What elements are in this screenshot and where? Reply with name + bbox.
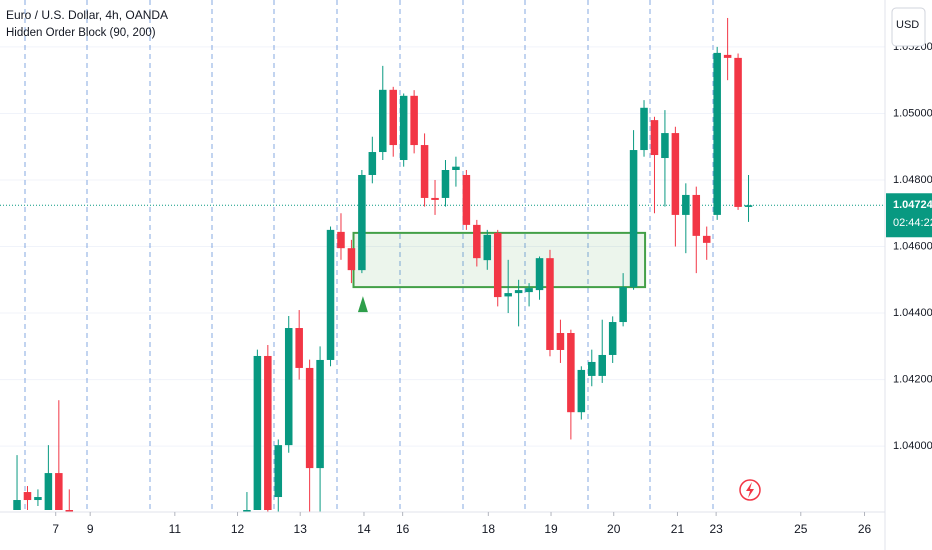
currency-label[interactable]: USD bbox=[896, 19, 919, 31]
indicator-label: Hidden Order Block (90, 200) bbox=[6, 27, 156, 39]
candle-body bbox=[420, 145, 429, 198]
candle-body bbox=[410, 95, 418, 146]
candle-body bbox=[347, 248, 356, 271]
candle-body bbox=[629, 150, 638, 288]
candle-body bbox=[337, 231, 345, 249]
candle-body bbox=[713, 52, 721, 215]
candle-body bbox=[55, 473, 63, 510]
y-tick-label: 1.04600 bbox=[893, 240, 932, 252]
candle-body bbox=[640, 107, 648, 151]
alert-icon[interactable] bbox=[739, 479, 761, 501]
candle-body bbox=[358, 174, 366, 271]
candle-body bbox=[577, 369, 586, 413]
candle-body bbox=[598, 354, 606, 376]
last-price-label: 1.04724 bbox=[893, 199, 932, 211]
candle-body bbox=[734, 57, 742, 207]
y-tick-label: 1.04000 bbox=[893, 440, 932, 452]
candle-body bbox=[399, 95, 408, 161]
countdown-label: 02:44:22 bbox=[893, 217, 932, 229]
candle-body bbox=[650, 120, 659, 156]
x-tick-label: 9 bbox=[87, 522, 94, 536]
candle-body bbox=[619, 287, 627, 323]
candle-body bbox=[661, 133, 669, 159]
y-tick-label: 1.04400 bbox=[893, 307, 932, 319]
candle-body bbox=[264, 355, 272, 510]
candle-body bbox=[441, 170, 450, 198]
x-tick-label: 7 bbox=[52, 522, 59, 536]
candle-body bbox=[368, 152, 377, 175]
plot bbox=[0, 17, 885, 512]
candle-body bbox=[462, 174, 471, 225]
candle-body bbox=[23, 492, 32, 501]
candle-body bbox=[588, 361, 596, 376]
x-tick-label: 18 bbox=[482, 522, 496, 536]
candle-body bbox=[702, 235, 711, 243]
currency-button[interactable]: USD bbox=[891, 7, 926, 47]
candle-body bbox=[452, 166, 460, 170]
x-tick-label: 16 bbox=[396, 522, 410, 536]
candle-body bbox=[326, 229, 335, 360]
candle-body bbox=[483, 234, 492, 261]
candle-body bbox=[535, 258, 544, 291]
candle-body bbox=[692, 194, 701, 236]
candle-body bbox=[44, 473, 53, 510]
candle-body bbox=[473, 224, 481, 259]
x-tick-label: 12 bbox=[231, 522, 245, 536]
y-tick-label: 1.05000 bbox=[893, 107, 932, 119]
candle-body bbox=[682, 194, 690, 215]
candle-body bbox=[493, 232, 502, 298]
x-tick-label: 25 bbox=[794, 522, 808, 536]
x-tick-label: 26 bbox=[858, 522, 872, 536]
candle-body bbox=[274, 445, 283, 498]
candle-body bbox=[608, 322, 617, 355]
candle-body bbox=[525, 288, 533, 293]
candle-body bbox=[546, 258, 554, 350]
candle-body bbox=[514, 290, 523, 294]
session-separators bbox=[24, 0, 714, 512]
x-tick-label: 20 bbox=[607, 522, 621, 536]
candle-body bbox=[305, 367, 314, 469]
candle-body bbox=[723, 54, 732, 58]
candle-body bbox=[744, 205, 753, 207]
x-tick-label: 23 bbox=[709, 522, 723, 536]
candle-body bbox=[34, 497, 42, 501]
candle-body bbox=[316, 359, 324, 469]
alert-bolt[interactable] bbox=[746, 482, 754, 498]
candle-body bbox=[504, 293, 512, 297]
signal-arrow bbox=[357, 296, 368, 313]
candle-body bbox=[13, 500, 21, 510]
x-tick-label: 21 bbox=[671, 522, 685, 536]
candle-body bbox=[253, 355, 262, 510]
candle-body bbox=[389, 89, 397, 146]
y-tick-label: 1.04800 bbox=[893, 174, 932, 186]
axes: 1.04000 1.04200 1.04400 1.04600 1.04800 1.050… bbox=[52, 41, 932, 536]
candle-body bbox=[556, 333, 565, 350]
chart-title: Euro / U.S. Dollar, 4h, OANDA bbox=[6, 8, 168, 22]
x-tick-label: 13 bbox=[294, 522, 308, 536]
x-tick-label: 14 bbox=[357, 522, 371, 536]
candle-body bbox=[671, 133, 680, 215]
candle-body bbox=[567, 333, 575, 413]
y-tick-label: 1.04200 bbox=[893, 373, 932, 385]
candle-body bbox=[284, 328, 293, 446]
x-tick-label: 19 bbox=[544, 522, 558, 536]
x-tick-label: 11 bbox=[169, 522, 182, 536]
candle-body bbox=[431, 197, 439, 200]
currency-button-box[interactable] bbox=[891, 7, 926, 47]
last-price-box bbox=[886, 193, 932, 238]
candle-body bbox=[65, 510, 74, 512]
candle-body bbox=[295, 328, 303, 368]
candle-body bbox=[379, 89, 387, 153]
candle-body bbox=[243, 510, 251, 512]
